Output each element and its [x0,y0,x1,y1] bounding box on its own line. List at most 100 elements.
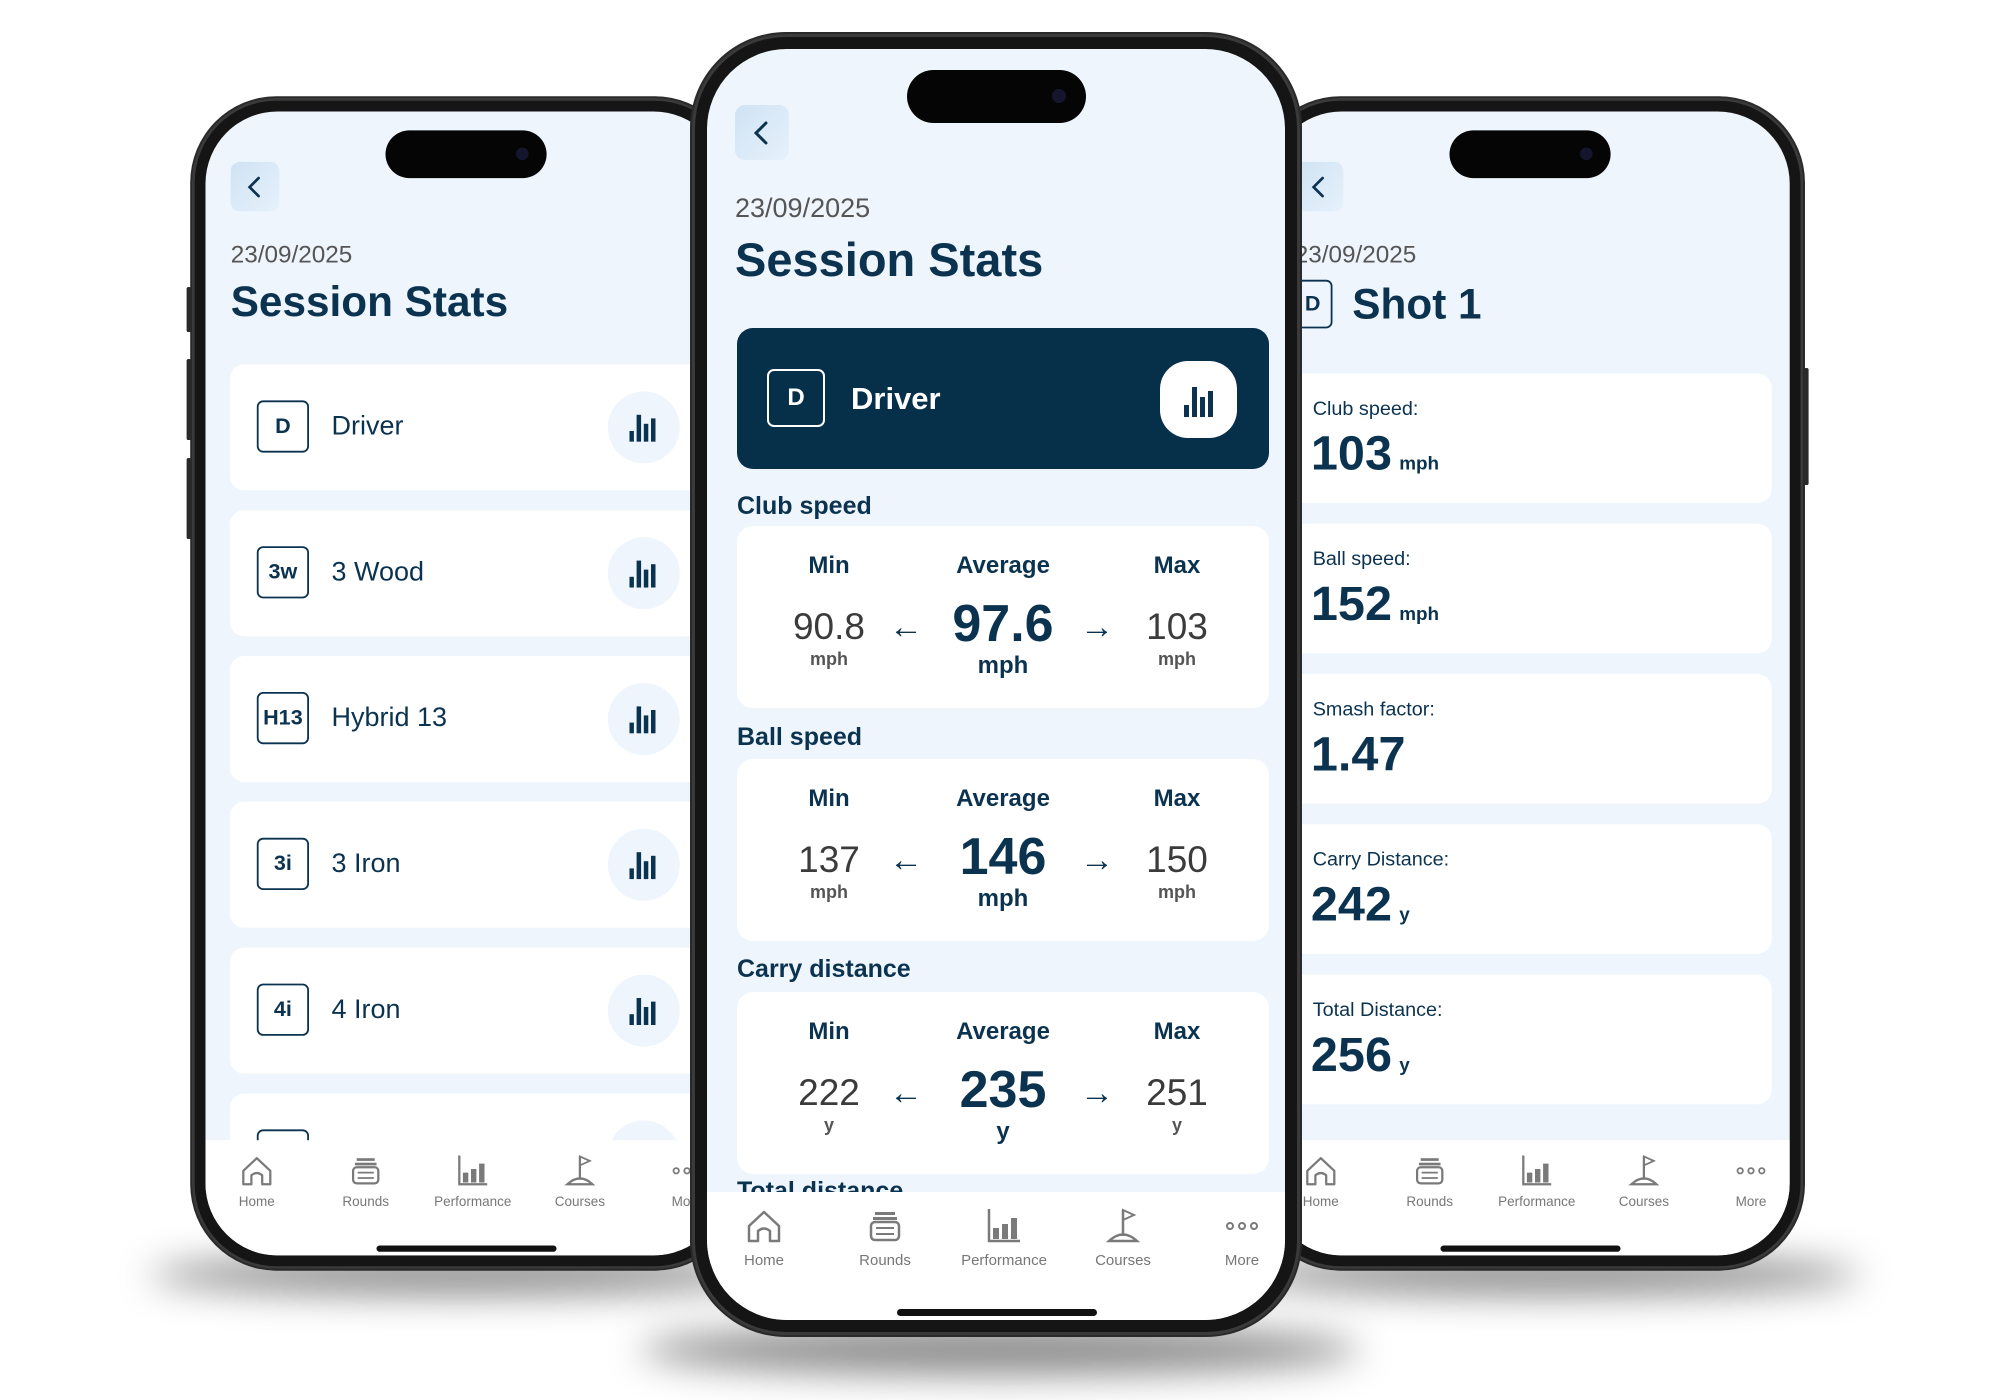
tab-rounds[interactable]: Rounds [1380,1153,1479,1225]
tab-rounds[interactable]: Rounds [316,1153,415,1225]
max-unit: mph [1158,882,1196,902]
tab-home[interactable]: Home [207,1153,306,1225]
club-list-item[interactable]: H13 Hybrid 13 [229,656,716,782]
back-button[interactable] [230,161,280,212]
side-button [186,359,192,440]
stat-card: Min 137 mph Average 146 mph Max 150 mph ← → [737,759,1269,941]
club-list-item[interactable]: 4i 4 Iron [229,947,716,1074]
bar-chart-icon [1184,387,1213,417]
side-button [186,458,192,539]
selected-club-card[interactable]: D Driver [737,328,1269,469]
tab-rounds[interactable]: Rounds [830,1206,940,1286]
bar-chart-icon [629,852,656,880]
club-list-item[interactable]: D Driver [229,364,716,491]
club-chart-button[interactable] [607,391,680,464]
page-title: Session Stats [230,277,509,325]
stat-card: Min 90.8 mph Average 97.6 mph Max 103 mph ← → [737,526,1269,708]
club-code-badge: D [256,400,309,453]
column-header-avg: Average [956,785,1050,812]
min-unit: y [823,1115,834,1135]
side-button [1804,368,1809,485]
session-stats-club-screen: 23/09/2025 Session Stats D Driver Club s… [707,49,1285,1320]
metric-value-row: 1.47 [1311,726,1413,782]
arrow-left-icon: ← [889,608,923,646]
home-icon [709,1206,819,1246]
min-unit: mph [810,649,848,669]
camera [1580,147,1593,161]
club-list-item[interactable]: 3i 3 Iron [229,801,716,928]
shot-header: D Shot 1 [1292,279,1482,329]
more-icon [1187,1206,1285,1246]
max-value: 103 [1146,606,1208,647]
max-unit: y [1171,1115,1182,1135]
session-stats-list-screen: 23/09/2025 Session Stats D Driver 3w 3 Wood… [205,111,726,1256]
tab-label: Rounds [342,1194,389,1210]
session-date: 23/09/2025 [230,241,353,269]
club-code-badge: 3i [256,837,309,890]
club-chart-button[interactable] [1160,361,1237,438]
camera [1052,89,1066,103]
metric-label: Ball speed: [1312,547,1411,570]
column-header-max: Max [1153,552,1201,579]
tab-performance[interactable]: Performance [1487,1153,1586,1225]
arrow-left-icon: ← [889,841,923,879]
section-label: Club speed [737,492,872,520]
club-name: Driver [851,381,941,416]
tab-bar: Home Rounds Performance Courses More [1269,1140,1790,1256]
tab-label: More [1224,1252,1260,1269]
home-indicator [376,1245,557,1252]
club-chart-button[interactable] [607,537,680,610]
page-title: Shot 1 [1352,279,1482,328]
back-button[interactable] [735,105,789,160]
min-value: 137 [798,839,860,880]
club-list-item[interactable]: 3w 3 Wood [229,510,716,637]
tab-performance[interactable]: Performance [949,1206,1059,1286]
column-header-min: Min [808,1018,850,1045]
club-chart-button[interactable] [607,683,680,755]
tab-more[interactable]: More [1187,1206,1285,1286]
tab-label: Courses [554,1194,606,1210]
phone-center: 23/09/2025 Session Stats D Driver Club s… [692,34,1300,1335]
club-chart-button[interactable] [607,828,680,901]
tab-home[interactable]: Home [1271,1153,1370,1225]
performance-icon [949,1206,1059,1246]
max-value: 150 [1146,839,1208,880]
metric-value: 152 [1310,576,1392,631]
tab-label: Rounds [1406,1194,1453,1210]
tab-more[interactable]: More [1702,1153,1790,1225]
session-date: 23/09/2025 [1294,241,1417,269]
stat-card: Min 222 y Average 235 y Max 251 y ← → [737,992,1269,1174]
metric-label: Carry Distance: [1312,847,1450,871]
courses-icon [1594,1153,1693,1189]
metric-card: Total Distance: 256 y [1287,974,1772,1105]
rounds-icon [316,1153,415,1189]
metric-value: 1.47 [1310,727,1406,782]
tab-label: Rounds [859,1252,911,1269]
metric-card: Carry Distance: 242 y [1287,824,1772,954]
performance-icon [423,1153,522,1189]
club-chart-button[interactable] [607,974,680,1047]
bar-chart-icon [629,706,656,734]
tab-label: Performance [434,1194,512,1210]
home-icon [207,1153,306,1189]
tab-home[interactable]: Home [709,1206,819,1286]
courses-icon [1068,1206,1178,1246]
back-button[interactable] [1294,161,1344,212]
courses-icon [530,1153,629,1189]
arrow-left-icon: ← [889,1074,923,1112]
tab-performance[interactable]: Performance [423,1153,522,1225]
metric-unit: y [1399,904,1410,926]
metric-label: Smash factor: [1312,697,1435,720]
club-name: Hybrid 13 [331,702,448,733]
home-indicator [897,1309,1097,1316]
tab-courses[interactable]: Courses [1594,1153,1693,1225]
more-icon [1702,1153,1790,1189]
tab-courses[interactable]: Courses [1068,1206,1178,1286]
tab-courses[interactable]: Courses [530,1153,629,1225]
camera [516,147,529,161]
metric-value: 242 [1310,877,1392,932]
column-header-max: Max [1153,1018,1201,1045]
max-unit: mph [1158,649,1196,669]
tab-label: Courses [1618,1194,1670,1210]
dynamic-island [385,130,547,179]
